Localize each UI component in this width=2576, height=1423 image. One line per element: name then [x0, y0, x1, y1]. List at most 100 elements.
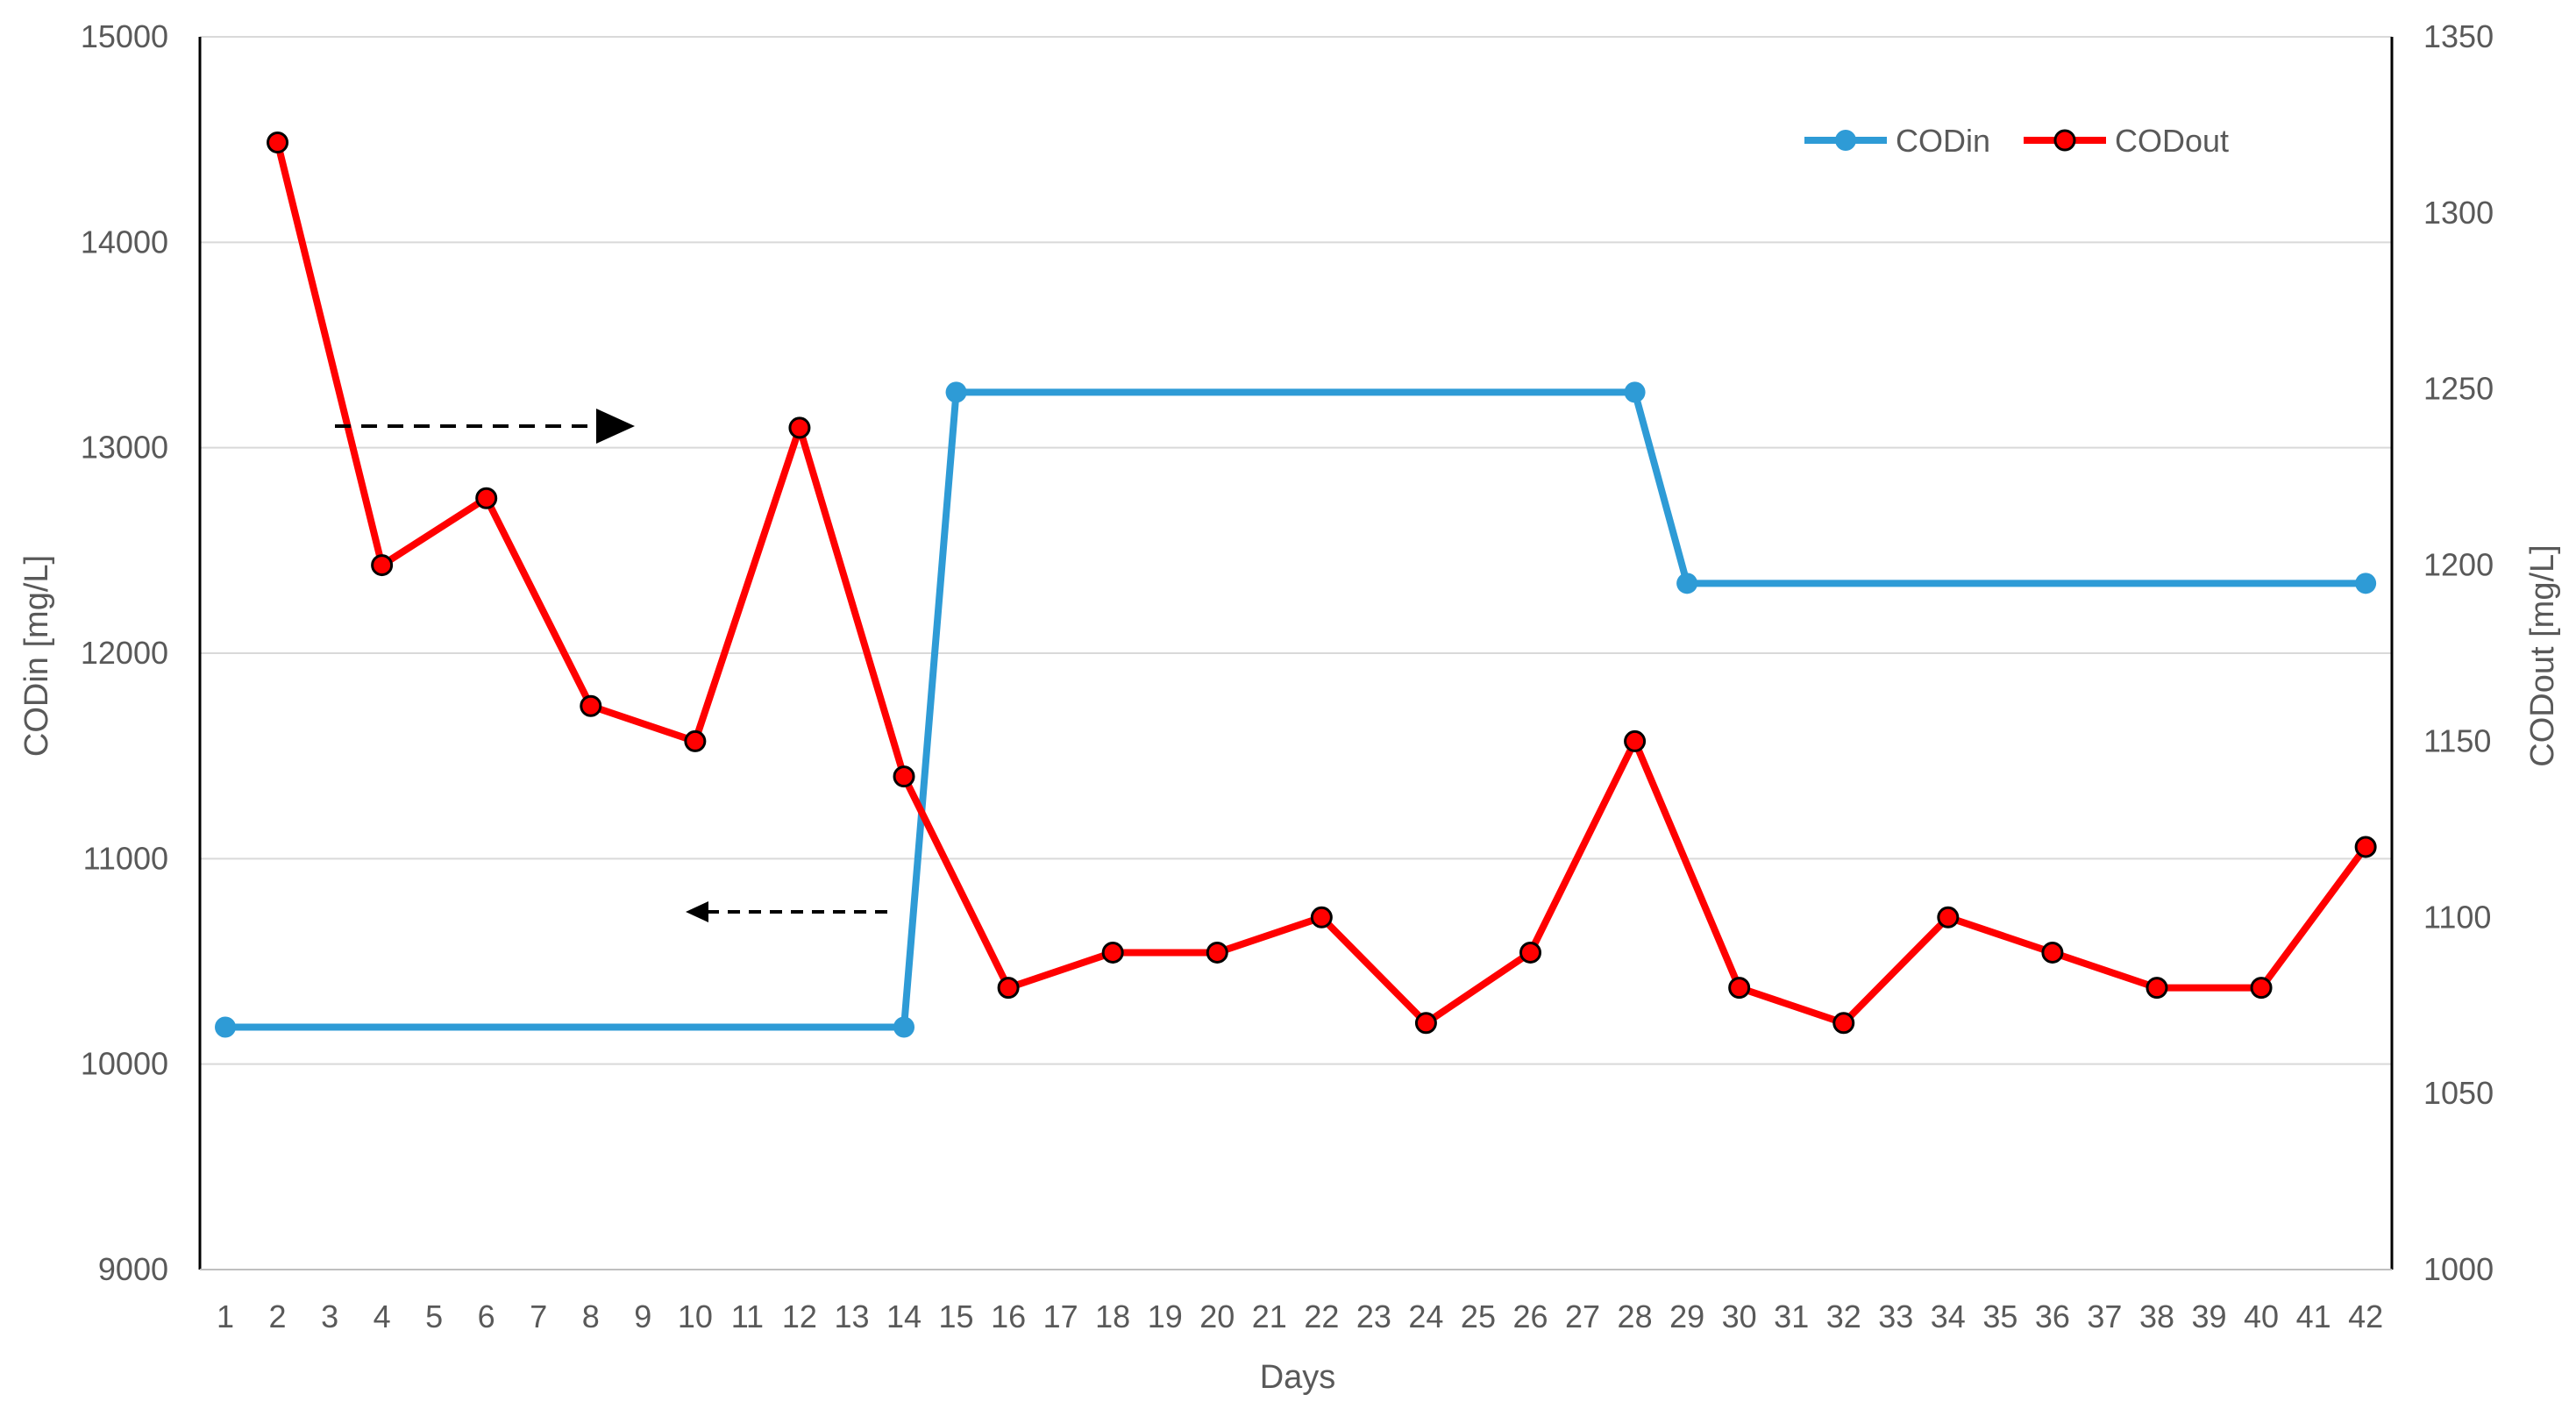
right-tick-label: 1050	[2423, 1075, 2494, 1111]
right-arrow-head	[596, 409, 635, 444]
codout-point	[2041, 941, 2064, 964]
x-tick-label: 16	[991, 1298, 1026, 1334]
right-axis-tick-labels: 1000 1050 1100 1150 1200 1250 1300 1350	[2423, 18, 2494, 1287]
codin-point	[2355, 573, 2377, 594]
left-axis-tick-labels: 9000 10000 11000 12000 13000 14000 15000	[81, 18, 168, 1287]
legend-codout-marker	[2053, 129, 2076, 152]
codout-point	[2145, 977, 2168, 1000]
codout-point	[1728, 977, 1751, 1000]
legend-codout-label: CODout	[2115, 123, 2229, 159]
codout-point	[2250, 977, 2273, 1000]
x-tick-label: 32	[1826, 1298, 1861, 1334]
x-tick-label: 36	[2035, 1298, 2070, 1334]
left-arrow-head	[686, 901, 708, 922]
x-tick-label: 4	[374, 1298, 391, 1334]
left-tick-label: 10000	[81, 1046, 168, 1082]
left-tick-label: 11000	[83, 840, 168, 876]
gridlines	[200, 36, 2392, 1065]
x-tick-label: 20	[1199, 1298, 1235, 1334]
legend: CODin CODout	[1804, 123, 2229, 159]
x-tick-label: 21	[1252, 1298, 1287, 1334]
x-tick-label: 31	[1774, 1298, 1809, 1334]
x-tick-label: 14	[886, 1298, 922, 1334]
right-tick-label: 1350	[2423, 18, 2494, 54]
x-tick-label: 2	[269, 1298, 287, 1334]
codin-point	[1624, 381, 1646, 403]
codout-point	[1414, 1012, 1437, 1035]
series-group	[215, 132, 2377, 1038]
x-tick-label: 17	[1043, 1298, 1078, 1334]
x-tick-label: 15	[939, 1298, 974, 1334]
codout-point	[475, 487, 498, 509]
x-axis-tick-labels: 1 2 3 4 5 6 7 8 9 10 11 12 13 14 15 16 17 18 19 20 21 22 23 24 2…	[217, 1298, 2383, 1334]
codout-point	[1937, 906, 1960, 929]
codout-point	[997, 977, 1020, 1000]
x-tick-label: 33	[1878, 1298, 1913, 1334]
codout-point	[267, 132, 289, 154]
codin-line	[225, 388, 2366, 1031]
right-tick-label: 1150	[2423, 722, 2491, 758]
codout-point	[788, 416, 811, 439]
codout-point	[2354, 836, 2377, 858]
x-tick-label: 39	[2191, 1298, 2226, 1334]
codout-point	[1310, 906, 1333, 929]
x-tick-label: 38	[2139, 1298, 2174, 1334]
codout-point	[1624, 729, 1647, 752]
x-tick-label: 5	[425, 1298, 443, 1334]
x-tick-label: 41	[2296, 1298, 2331, 1334]
x-tick-label: 23	[1356, 1298, 1391, 1334]
x-tick-label: 7	[530, 1298, 547, 1334]
x-tick-label: 10	[678, 1298, 713, 1334]
x-tick-label: 37	[2087, 1298, 2122, 1334]
right-tick-label: 1300	[2423, 195, 2494, 231]
x-tick-label: 6	[478, 1298, 495, 1334]
codin-point	[945, 381, 967, 403]
codout-point	[893, 765, 915, 788]
x-tick-label: 19	[1148, 1298, 1183, 1334]
x-tick-label: 35	[1982, 1298, 2017, 1334]
codout-point	[1832, 1012, 1855, 1035]
left-tick-label: 14000	[81, 224, 168, 260]
left-tick-label: 15000	[81, 18, 168, 54]
axes	[198, 37, 2394, 1270]
x-axis-title: Days	[1260, 1359, 1336, 1396]
x-tick-label: 12	[782, 1298, 817, 1334]
x-tick-label: 24	[1408, 1298, 1443, 1334]
codin-point	[1676, 573, 1698, 594]
x-tick-label: 13	[834, 1298, 869, 1334]
codout-point	[684, 729, 707, 752]
codout-point	[1206, 941, 1228, 964]
right-tick-label: 1250	[2423, 371, 2494, 407]
x-tick-label: 29	[1669, 1298, 1704, 1334]
x-tick-label: 40	[2244, 1298, 2279, 1334]
annotation-arrows	[335, 409, 887, 922]
left-axis-title: CODin [mg/L]	[18, 555, 55, 757]
right-tick-label: 1000	[2423, 1251, 2494, 1287]
codin-point	[893, 1016, 915, 1038]
x-tick-label: 9	[634, 1298, 651, 1334]
left-tick-label: 9000	[98, 1251, 168, 1287]
codout-point	[1101, 941, 1124, 964]
x-tick-label: 25	[1461, 1298, 1496, 1334]
x-tick-label: 34	[1931, 1298, 1966, 1334]
legend-codin-marker	[1835, 130, 1856, 151]
legend-codin-label: CODin	[1896, 123, 1990, 159]
x-tick-label: 8	[582, 1298, 600, 1334]
left-tick-label: 13000	[81, 430, 168, 466]
x-tick-label: 11	[731, 1298, 764, 1334]
right-tick-label: 1100	[2423, 899, 2491, 935]
codout-point	[580, 694, 602, 717]
x-tick-label: 18	[1095, 1298, 1130, 1334]
left-tick-label: 12000	[81, 635, 168, 671]
codin-point	[215, 1016, 236, 1038]
codout-point	[1519, 941, 1541, 964]
x-tick-label: 30	[1722, 1298, 1757, 1334]
x-tick-label: 3	[321, 1298, 338, 1334]
x-tick-label: 27	[1565, 1298, 1600, 1334]
x-tick-label: 42	[2348, 1298, 2383, 1334]
right-tick-label: 1200	[2423, 547, 2494, 583]
right-axis-title: CODout [mg/L]	[2524, 544, 2561, 766]
x-tick-label: 1	[217, 1298, 234, 1334]
codout-point	[371, 554, 394, 577]
